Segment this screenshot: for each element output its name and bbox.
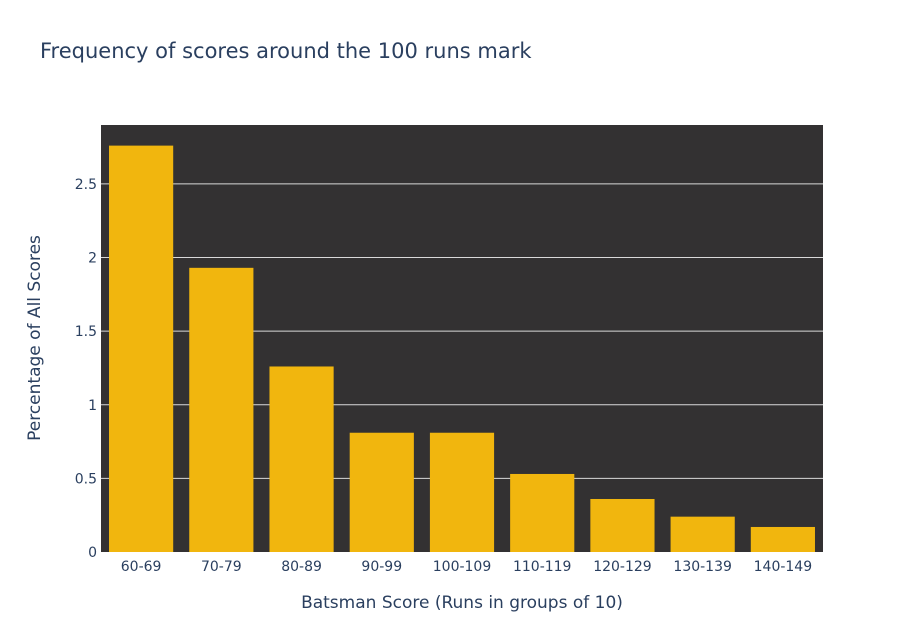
bar-100-109 [429,432,495,552]
x-tick-label: 140-149 [754,559,813,575]
bar-90-99 [349,432,414,552]
y-tick-label: 2.5 [75,177,97,193]
y-axis-title: Percentage of All Scores [25,235,45,441]
chart-title: Frequency of scores around the 100 runs … [40,39,532,63]
x-tick-label: 70-79 [201,559,242,575]
bar-120-129 [590,498,655,552]
x-tick-label: 130-139 [673,559,732,575]
bar-70-79 [189,267,254,552]
bar-80-89 [269,366,334,552]
x-axis-ticks: 60-69 70-79 80-89 90-99 100-109 110-119 120-12… [121,559,812,575]
x-tick-label: 120-129 [593,559,652,575]
bar-110-119 [510,473,575,552]
y-tick-label: 0 [88,545,97,561]
y-tick-label: 0.5 [75,471,97,487]
x-tick-label: 60-69 [121,559,162,575]
bar-60-69 [109,145,174,552]
bars [109,145,815,552]
y-tick-label: 1 [88,398,97,414]
x-tick-label: 90-99 [361,559,402,575]
bar-140-149 [750,526,815,552]
y-tick-label: 2 [88,251,97,267]
x-tick-label: 80-89 [281,559,322,575]
x-tick-label: 110-119 [513,559,572,575]
x-tick-label: 100-109 [433,559,492,575]
y-axis-ticks: 0 0.5 1 1.5 2 2.5 [75,177,97,561]
x-axis-title: Batsman Score (Runs in groups of 10) [301,593,623,613]
y-tick-label: 1.5 [75,324,97,340]
bar-130-139 [670,516,735,552]
